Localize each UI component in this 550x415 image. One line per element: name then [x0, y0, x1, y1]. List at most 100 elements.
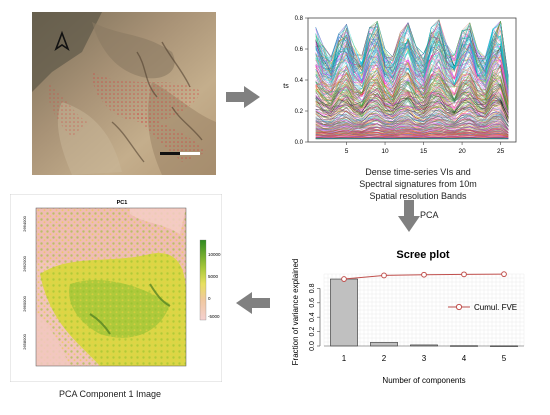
timeseries-line: [315, 85, 509, 114]
timeseries-y-tick-label: 0.0: [295, 140, 304, 146]
timeseries-line: [315, 137, 509, 139]
scree-x-axis: 1 2 3 4 5: [342, 354, 507, 363]
timeseries-line: [315, 123, 509, 131]
scree-x-tick-label: 2: [382, 354, 387, 363]
scree-bar: [370, 342, 398, 347]
arrow-left-icon: [236, 292, 270, 314]
scree-x-tick-label: 3: [422, 354, 427, 363]
timeseries-line: [315, 21, 509, 88]
timeseries-x-tick-label: 25: [497, 148, 505, 155]
timeseries-line: [315, 78, 509, 108]
timeseries-line: [315, 36, 509, 86]
pca-map-title: PC1: [117, 200, 128, 206]
timeseries-line: [315, 93, 509, 117]
scree-y-tick-label: 0.2: [309, 327, 316, 337]
map-y-tick: 2662000: [22, 255, 27, 271]
timeseries-line: [315, 130, 509, 136]
timeseries-line: [315, 93, 509, 120]
timeseries-line: [315, 72, 509, 111]
timeseries-line: [315, 64, 509, 106]
timeseries-line: [315, 114, 509, 127]
scree-x-tick-label: 4: [462, 354, 467, 363]
pca-map-caption: PCA Component 1 Image: [58, 389, 162, 399]
timeseries-line: [315, 90, 509, 114]
arrow-shape: [236, 292, 270, 314]
timeseries-line: [315, 68, 509, 103]
timeseries-line: [315, 67, 509, 103]
cumulative-fve-point: [341, 276, 347, 282]
scree-x-tick-label: 1: [342, 354, 347, 363]
timeseries-line: [315, 28, 509, 90]
timeseries-line: [315, 117, 509, 130]
scree-legend-label: Cumul. FVE: [474, 303, 517, 312]
timeseries-line: [315, 62, 509, 106]
timeseries-caption-line-2: Spectral signatures from 10m: [359, 179, 477, 189]
timeseries-caption-line-3: Spatial resolution Bands: [369, 191, 467, 201]
map-y-tick: 2660000: [22, 295, 27, 311]
timeseries-y-tick-label: 0.4: [295, 78, 304, 84]
timeseries-line: [315, 106, 509, 124]
timeseries-line: [315, 130, 509, 136]
scree-plot-title: Scree plot: [396, 249, 450, 261]
scree-x-tick-label: 5: [502, 354, 507, 363]
timeseries-x-tick-label: 15: [420, 148, 428, 155]
timeseries-line: [315, 135, 509, 138]
timeseries-line: [315, 123, 509, 132]
timeseries-line: [315, 137, 509, 139]
scree-legend: Cumul. FVE: [448, 303, 517, 312]
timeseries-line: [315, 110, 509, 128]
timeseries-y-tick-label: 0.2: [295, 109, 304, 115]
timeseries-line: [315, 22, 509, 82]
pca-colorbar: [199, 239, 207, 321]
cumulative-fve-point: [501, 271, 507, 278]
scree-x-label: Number of components: [382, 376, 465, 385]
timeseries-line: [315, 96, 509, 119]
timeseries-line: [315, 20, 509, 77]
cumulative-fve-point: [421, 271, 427, 278]
timeseries-line: [315, 18, 509, 90]
timeseries-x-tick-label: 5: [345, 148, 349, 155]
scree-bar: [330, 278, 358, 347]
arrow-right-icon: [226, 86, 260, 108]
timeseries-line: [315, 131, 509, 136]
timeseries-line: [315, 127, 509, 134]
timeseries-caption-line-1: Dense time-series VIs and: [365, 167, 471, 177]
legend-marker-swatch: [455, 303, 463, 311]
arrow-shape: [226, 86, 260, 108]
cumulative-fve-point: [381, 272, 387, 279]
scree-plot-panel: Scree plot 0.0 0.2 0.4 0.6 0.8 1 2 3 4 5 Cumul. …: [286, 240, 536, 400]
timeseries-line: [315, 18, 509, 87]
timeseries-y-label: ts: [283, 83, 289, 90]
timeseries-chart-panel: 0.0 0.2 0.4 0.6 0.8 5 10 15 20 25 ts: [270, 12, 530, 167]
timeseries-line: [315, 85, 509, 117]
timeseries-line: [315, 134, 509, 138]
scree-y-axis: 0.0 0.2 0.4 0.6 0.8: [309, 283, 321, 351]
timeseries-y-axis: 0.0 0.2 0.4 0.6 0.8: [295, 16, 308, 146]
timeseries-line: [315, 97, 509, 120]
scree-y-tick-label: 0.4: [309, 312, 316, 322]
scree-bars: [330, 278, 518, 347]
timeseries-y-tick-label: 0.8: [295, 16, 304, 22]
timeseries-line: [315, 136, 509, 138]
pca-map: PC1 2664000 2662000 2660000 2658000 2664…: [9, 193, 223, 383]
cumulative-fve-point: [461, 271, 467, 278]
map-y-tick: 2664000: [22, 215, 27, 231]
colorbar-tick: 5000: [208, 274, 219, 279]
timeseries-line: [315, 105, 509, 124]
colorbar-tick: 0: [208, 296, 211, 301]
timeseries-line: [315, 127, 509, 134]
satellite-image-panel: [32, 12, 216, 175]
timeseries-line: [315, 109, 509, 127]
pca-step-label: PCA: [420, 210, 439, 220]
timeseries-caption: Dense time-series VIs and Spectral signa…: [318, 166, 518, 202]
timeseries-line: [315, 92, 509, 120]
timeseries-line: [315, 122, 509, 130]
scree-cumulative-line: [341, 271, 507, 282]
timeseries-line: [315, 129, 509, 135]
timeseries-line: [315, 88, 509, 113]
scree-y-label: Fraction of variance explained: [291, 259, 300, 366]
scree-y-tick-label: 0.8: [309, 283, 316, 293]
map-y-tick: 2658000: [22, 333, 27, 349]
timeseries-line: [315, 99, 509, 119]
timeseries-line: [315, 56, 509, 99]
